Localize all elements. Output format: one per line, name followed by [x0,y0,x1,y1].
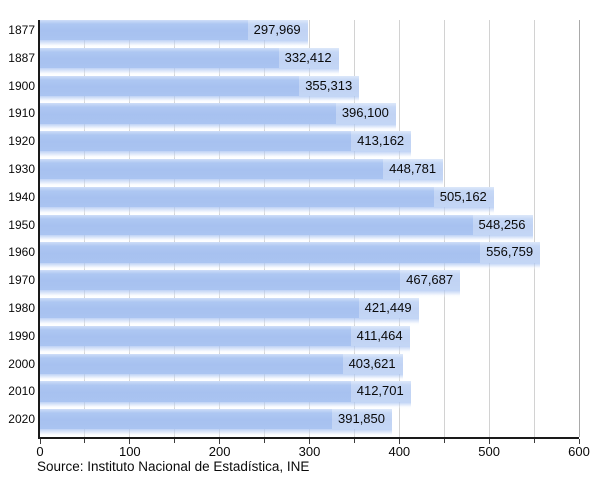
bar-reflection-1970 [40,290,461,298]
bar-2010: 412,701 [40,381,411,402]
bar-1900: 355,313 [40,75,360,96]
bar-reflection-2000 [40,373,403,382]
x-tick-label-500: 500 [478,444,500,459]
x-tick-0 [40,439,41,444]
bar-1920: 413,162 [40,131,412,152]
x-tick-150 [174,439,176,443]
gridline-550 [533,20,535,437]
x-axis-line [38,437,579,439]
bar-reflection-2020 [40,429,392,437]
bar-2020: 391,850 [40,409,392,430]
bar-value-label-1940: 505,162 [433,186,494,207]
x-tick-100 [129,439,131,444]
bar-1930: 448,781 [40,159,444,180]
x-tick-label-100: 100 [118,444,141,459]
bar-reflection-1980 [40,318,419,326]
x-tick-400 [398,439,400,444]
x-tick-label-600: 600 [568,444,590,459]
bar-2000: 403,621 [40,353,403,374]
bar-value-label-1930: 448,781 [383,159,444,180]
bar-reflection-1887 [40,68,339,76]
bar-reflection-1990 [40,346,410,354]
x-tick-label-0: 0 [36,444,44,459]
x-tick-350 [353,439,355,443]
bar-value-label-1960: 556,759 [480,242,541,263]
x-tick-50 [84,439,86,443]
year-label-1980: 1980 [8,301,35,315]
year-label-1877: 1877 [8,23,35,37]
x-tick-label-400: 400 [388,444,411,459]
bar-value-label-1950: 548,256 [472,214,533,235]
bar-1887: 332,412 [40,47,339,68]
bar-reflection-2010 [40,401,411,410]
bar-reflection-1920 [40,151,412,159]
x-tick-250 [264,439,266,443]
year-label-1990: 1990 [8,328,35,343]
y-axis-line [38,20,40,439]
bar-value-label-1990: 411,464 [350,325,410,346]
bar-value-label-1980: 421,449 [358,298,419,319]
year-label-1930: 1930 [8,162,35,176]
bar-value-label-1877: 297,969 [247,20,308,41]
bar-1910: 396,100 [40,103,396,124]
bar-reflection-1940 [40,207,494,215]
bar-reflection-1930 [40,179,444,187]
x-tick-label-200: 200 [208,444,231,459]
year-label-1960: 1960 [8,245,35,260]
bar-1960: 556,759 [40,242,541,263]
bar-value-label-1910: 396,100 [335,103,396,124]
year-label-2010: 2010 [8,384,35,399]
bar-reflection-1877 [40,40,308,48]
x-tick-600 [578,439,580,444]
bar-value-label-1900: 355,313 [299,75,360,96]
bar-1980: 421,449 [40,298,419,319]
bar-value-label-1887: 332,412 [278,47,339,68]
bar-value-label-2010: 412,701 [350,381,411,402]
bar-value-label-1920: 413,162 [351,131,412,152]
year-label-1910: 1910 [8,106,35,121]
bar-value-label-1970: 467,687 [400,270,461,291]
bar-reflection-1900 [40,95,360,104]
year-label-1940: 1940 [8,189,35,204]
plot-area: 297,969 1877 332,412 1887 355,313 1900 396,100… [8,20,590,459]
bar-reflection-1910 [40,123,396,132]
bar-reflection-1960 [40,262,541,271]
bar-value-label-2000: 403,621 [342,353,403,374]
gridline-600 [578,20,580,437]
x-tick-200 [219,439,221,444]
bar-reflection-1950 [40,234,533,243]
year-label-2020: 2020 [8,412,35,427]
year-label-1900: 1900 [8,78,35,93]
x-tick-500 [488,439,490,444]
year-label-1950: 1950 [8,217,35,232]
bar-1970: 467,687 [40,270,461,291]
x-tick-550 [533,439,535,443]
x-tick-300 [309,439,310,444]
year-label-2000: 2000 [8,356,35,371]
x-tick-label-300: 300 [298,444,321,459]
bar-1877: 297,969 [40,20,308,41]
bar-value-label-2020: 391,850 [332,409,392,430]
bar-1990: 411,464 [40,325,410,346]
bar-1940: 505,162 [40,186,494,207]
year-label-1970: 1970 [8,273,35,288]
year-label-1920: 1920 [8,134,35,149]
source-caption: Source: Instituto Nacional de Estadístic… [37,459,310,474]
year-label-1887: 1887 [8,50,35,65]
bar-1950: 548,256 [40,214,533,235]
x-tick-450 [443,439,445,443]
